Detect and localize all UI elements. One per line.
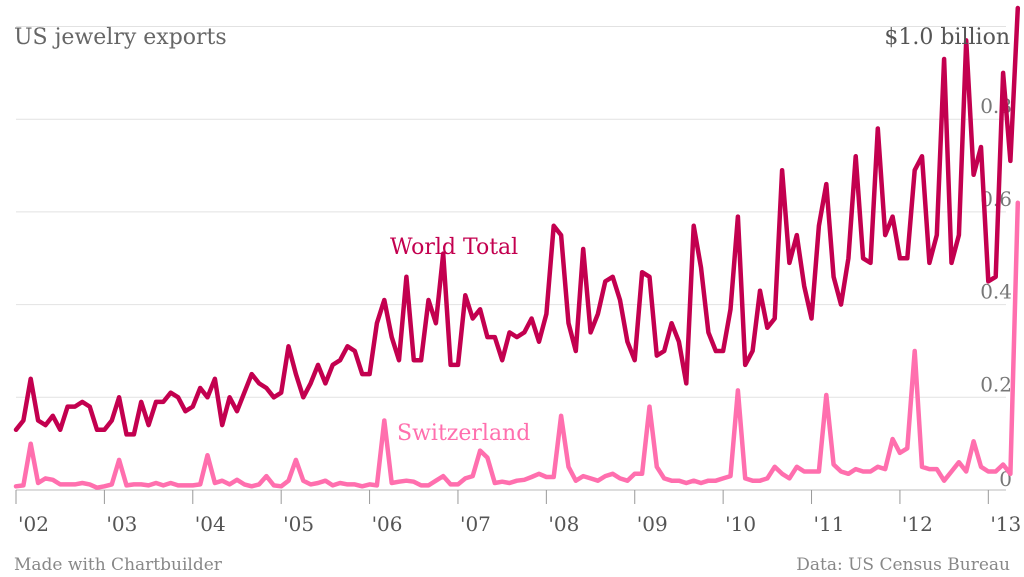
y-tick-label: 0.4 xyxy=(980,280,1012,304)
y-tick-labels: 0.20.40.60.80 xyxy=(980,94,1012,491)
x-tick-label: '10 xyxy=(725,512,756,536)
series-lines xyxy=(13,5,1021,490)
chart-credit: Made with Chartbuilder xyxy=(14,555,223,575)
x-tick-label: '13 xyxy=(990,512,1021,536)
x-tick-label: '12 xyxy=(902,512,933,536)
x-tick-label: '06 xyxy=(372,512,403,536)
chart-source: Data: US Census Bureau xyxy=(796,555,1010,575)
x-ticks: '02 '03 '04 '05 '06 '07 '08 '09 '10 '11 '12 '13 xyxy=(15,490,1021,536)
series-label-world-total: World Total xyxy=(390,235,518,260)
x-tick-label: '09 xyxy=(637,512,668,536)
series-line-switzerland xyxy=(13,200,1021,490)
x-tick-label: '05 xyxy=(283,512,314,536)
x-tick-label: '04 xyxy=(195,512,226,536)
x-tick-label: '11 xyxy=(814,512,845,536)
chart-title: US jewelry exports xyxy=(14,25,227,50)
x-tick-label: '03 xyxy=(106,512,137,536)
y-axis-max-label: $1.0 billion xyxy=(884,25,1010,50)
x-tick-label: '02 xyxy=(18,512,49,536)
y-tick-label: 0.2 xyxy=(980,372,1012,396)
x-tick-label: '07 xyxy=(460,512,491,536)
series-line-world-total xyxy=(13,5,1021,437)
x-tick-label: '08 xyxy=(548,512,579,536)
series-label-switzerland: Switzerland xyxy=(397,421,530,446)
